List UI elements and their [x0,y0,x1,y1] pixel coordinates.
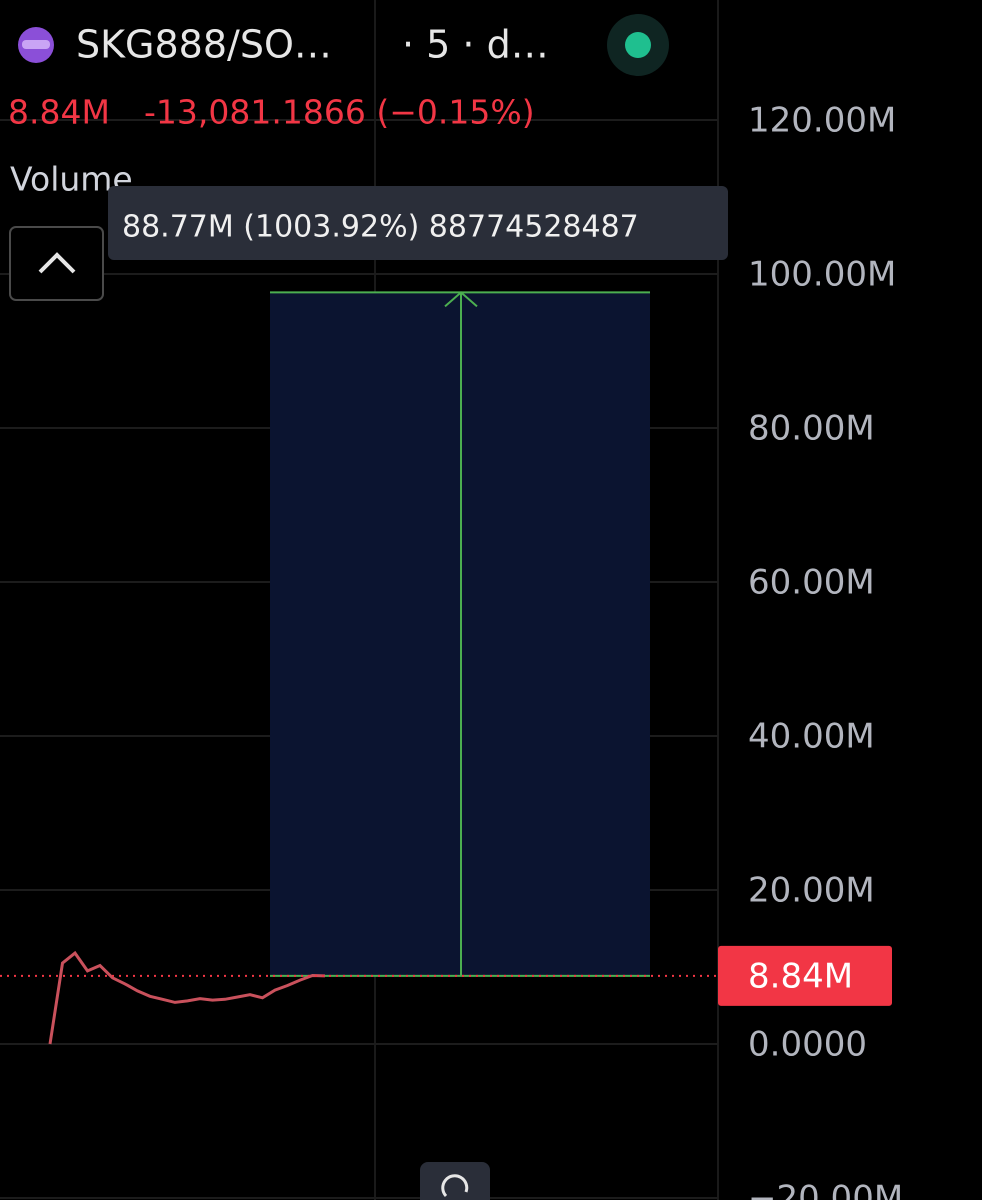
y-tick-label: 80.00M [748,409,875,449]
y-tick-label: −20.00M [748,1179,903,1200]
measure-tooltip-clip: 88.77M (1003.92%) 88774528487 [122,210,639,245]
measure-arrow-head [444,291,478,308]
interval[interactable]: · 5 · d… [402,23,549,67]
y-tick-label: 0.0000 [748,1025,867,1065]
plot-area [0,291,718,1045]
y-tick-label: 40.00M [748,717,875,757]
collapse-button[interactable] [9,226,104,301]
symbol[interactable]: SKG888/SO… [76,23,332,67]
measure-tooltip [108,186,728,260]
reset-button[interactable] [420,1162,490,1200]
last-price-label: 8.84M [748,956,853,996]
y-tick-label: 100.00M [748,255,896,295]
quote-price: 8.84M [8,93,110,132]
y-tick-label: 20.00M [748,871,875,911]
collapse-icon [38,252,76,274]
quote-change: -13,081.1866 (−0.15%) [144,93,535,132]
y-tick-label: 60.00M [748,563,875,603]
last-price-tag [718,945,892,1006]
token-icon-band [22,40,50,49]
reset-icon [441,1174,469,1198]
y-tick-label: 120.00M [748,101,896,141]
measure-label: 88.77M (1003.92%) 88774528487 [122,210,639,245]
price-line [48,950,326,1045]
status-dot [625,32,651,58]
